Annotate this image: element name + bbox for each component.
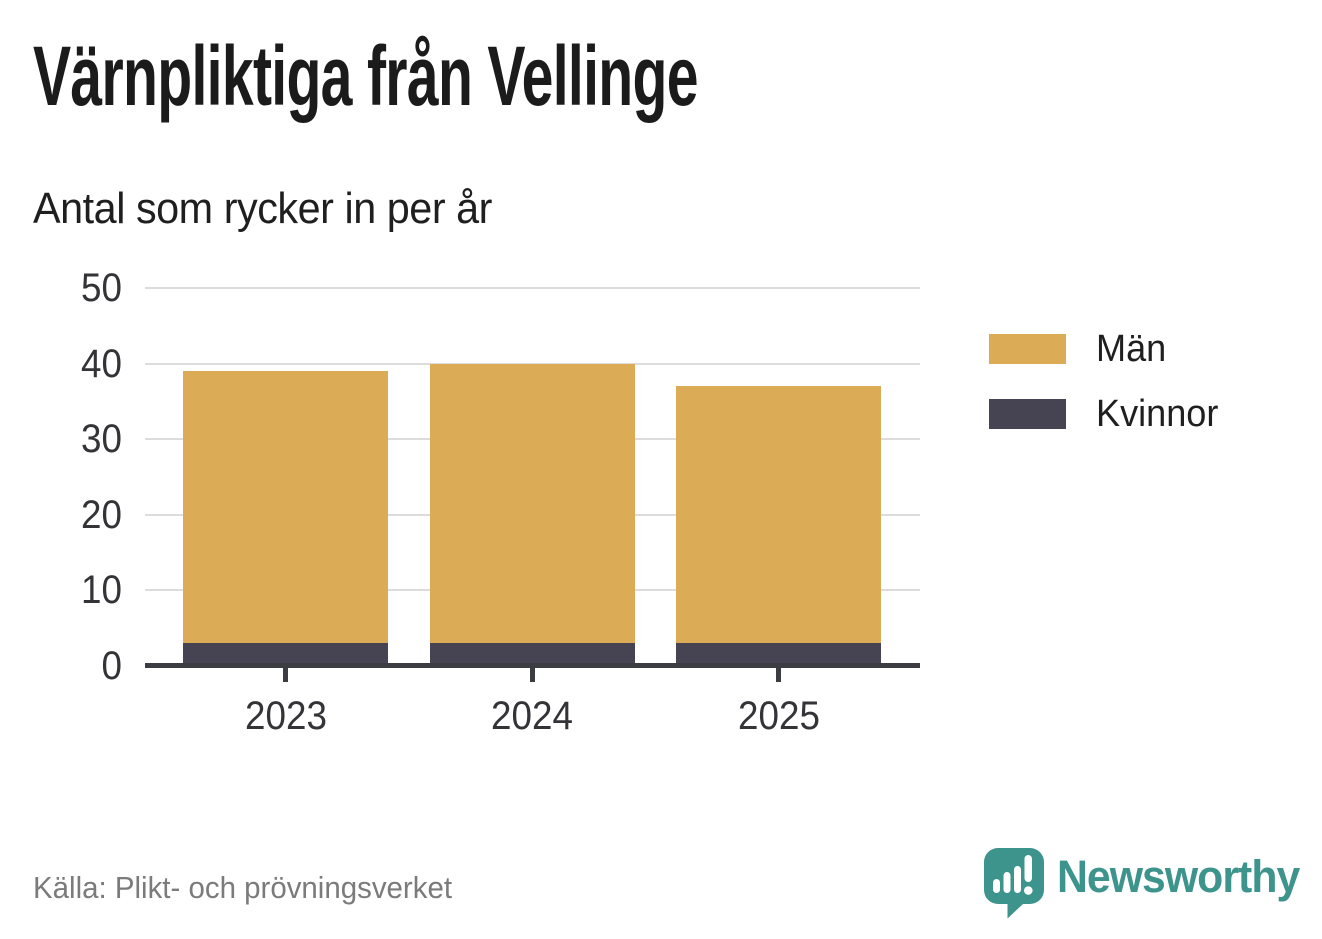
legend-item-kvinnor: Kvinnor <box>989 395 1225 433</box>
x-axis-tick-label: 2023 <box>244 694 327 738</box>
x-axis-tick <box>776 668 781 682</box>
y-axis-tick-label: 50 <box>81 266 122 310</box>
y-axis-tick-label: 0 <box>101 644 122 688</box>
bar-segment-kvinnor-2023 <box>183 643 388 666</box>
legend-item-män: Män <box>989 330 1225 368</box>
x-axis-tick-label: 2025 <box>737 694 820 738</box>
newsworthy-logo[interactable]: Newsworthy <box>982 846 1312 920</box>
legend-label: Kvinnor <box>1096 393 1219 435</box>
bar-segment-kvinnor-2024 <box>429 643 635 666</box>
x-axis-tick-label: 2024 <box>491 694 573 738</box>
chart-legend: Män Kvinnor <box>989 330 1225 460</box>
x-axis-tick <box>529 668 535 682</box>
y-axis-tick-label: 20 <box>81 492 122 537</box>
x-axis-line <box>145 663 920 668</box>
gridline-y-50 <box>145 287 920 289</box>
page-title: Värnpliktiga från Vellinge <box>33 29 698 123</box>
bar-segment-män-2024 <box>429 363 635 644</box>
y-axis-tick-label: 40 <box>81 341 122 386</box>
newsworthy-logo-text: Newsworthy <box>1057 851 1300 902</box>
legend-swatch-kvinnor <box>989 399 1066 429</box>
bar-segment-män-2023 <box>183 371 388 644</box>
y-axis-tick-label: 10 <box>81 568 122 613</box>
chart-subtitle: Antal som rycker in per år <box>33 184 492 233</box>
x-axis-tick <box>283 668 288 682</box>
newsworthy-logo-icon <box>984 848 1044 919</box>
bar-segment-män-2025 <box>676 386 881 644</box>
y-axis-tick-label: 30 <box>81 417 122 462</box>
legend-label: Män <box>1096 328 1167 370</box>
source-attribution: Källa: Plikt- och prövningsverket <box>33 870 453 905</box>
bar-segment-kvinnor-2025 <box>676 643 881 666</box>
legend-swatch-män <box>989 334 1066 364</box>
